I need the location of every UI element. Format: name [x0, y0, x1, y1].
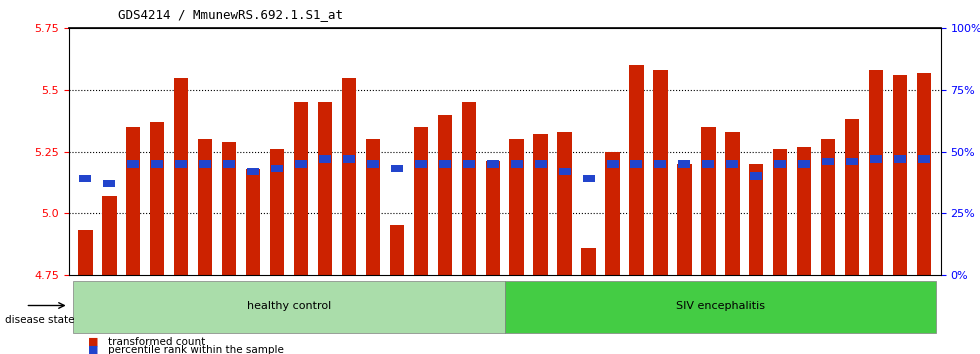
Bar — [439, 160, 451, 167]
FancyBboxPatch shape — [505, 281, 936, 333]
Bar — [703, 160, 714, 167]
Bar — [174, 78, 188, 275]
Bar — [415, 160, 427, 167]
Bar — [559, 167, 570, 175]
Text: healthy control: healthy control — [247, 301, 331, 310]
Bar — [319, 155, 331, 162]
Bar — [462, 102, 476, 275]
Bar — [918, 155, 930, 162]
Bar — [487, 160, 499, 167]
Bar — [726, 160, 738, 167]
Bar — [629, 65, 644, 275]
Bar — [846, 158, 858, 165]
Text: transformed count: transformed count — [108, 337, 205, 347]
Bar — [558, 132, 571, 275]
Bar — [223, 160, 235, 167]
Bar — [606, 152, 619, 275]
Bar — [511, 160, 522, 167]
Bar — [295, 160, 307, 167]
Bar — [78, 230, 92, 275]
Bar — [175, 160, 187, 167]
Bar — [677, 164, 692, 275]
Bar — [294, 102, 309, 275]
Bar — [246, 169, 261, 275]
Bar — [79, 175, 91, 182]
Bar — [151, 160, 164, 167]
Bar — [774, 160, 786, 167]
Bar — [870, 155, 882, 162]
Bar — [751, 172, 762, 180]
Text: GDS4214 / MmunewRS.692.1.S1_at: GDS4214 / MmunewRS.692.1.S1_at — [118, 8, 343, 21]
Bar — [894, 155, 906, 162]
Bar — [535, 160, 547, 167]
Bar — [655, 160, 666, 167]
Text: SIV encephalitis: SIV encephalitis — [676, 301, 764, 310]
Bar — [582, 175, 595, 182]
Bar — [869, 70, 883, 275]
Bar — [607, 160, 618, 167]
Bar — [343, 155, 355, 162]
FancyBboxPatch shape — [74, 281, 505, 333]
Text: percentile rank within the sample: percentile rank within the sample — [108, 345, 283, 354]
Bar — [510, 139, 524, 275]
Text: ■: ■ — [88, 337, 99, 347]
Bar — [342, 78, 356, 275]
Bar — [797, 147, 811, 275]
Bar — [701, 127, 715, 275]
Bar — [581, 247, 596, 275]
Bar — [463, 160, 474, 167]
Bar — [126, 127, 140, 275]
Bar — [678, 160, 690, 167]
Bar — [773, 149, 788, 275]
Bar — [821, 139, 835, 275]
Bar — [654, 70, 667, 275]
Bar — [270, 149, 284, 275]
Bar — [799, 160, 810, 167]
Bar — [366, 139, 380, 275]
Bar — [318, 102, 332, 275]
Bar — [845, 120, 859, 275]
Bar — [485, 161, 500, 275]
Bar — [221, 142, 236, 275]
Bar — [367, 160, 379, 167]
Bar — [102, 196, 117, 275]
Bar — [199, 160, 211, 167]
Bar — [917, 73, 931, 275]
Bar — [390, 225, 404, 275]
Bar — [533, 134, 548, 275]
Bar — [893, 75, 907, 275]
Bar — [150, 122, 165, 275]
Bar — [749, 164, 763, 275]
Bar — [822, 158, 834, 165]
Bar — [725, 132, 740, 275]
Bar — [103, 180, 116, 187]
Bar — [438, 115, 452, 275]
Text: ■: ■ — [88, 345, 99, 354]
Bar — [247, 167, 259, 175]
Text: disease state: disease state — [5, 315, 74, 325]
Bar — [391, 165, 403, 172]
Bar — [414, 127, 428, 275]
Bar — [630, 160, 643, 167]
Bar — [271, 165, 283, 172]
Bar — [127, 160, 139, 167]
Bar — [198, 139, 213, 275]
